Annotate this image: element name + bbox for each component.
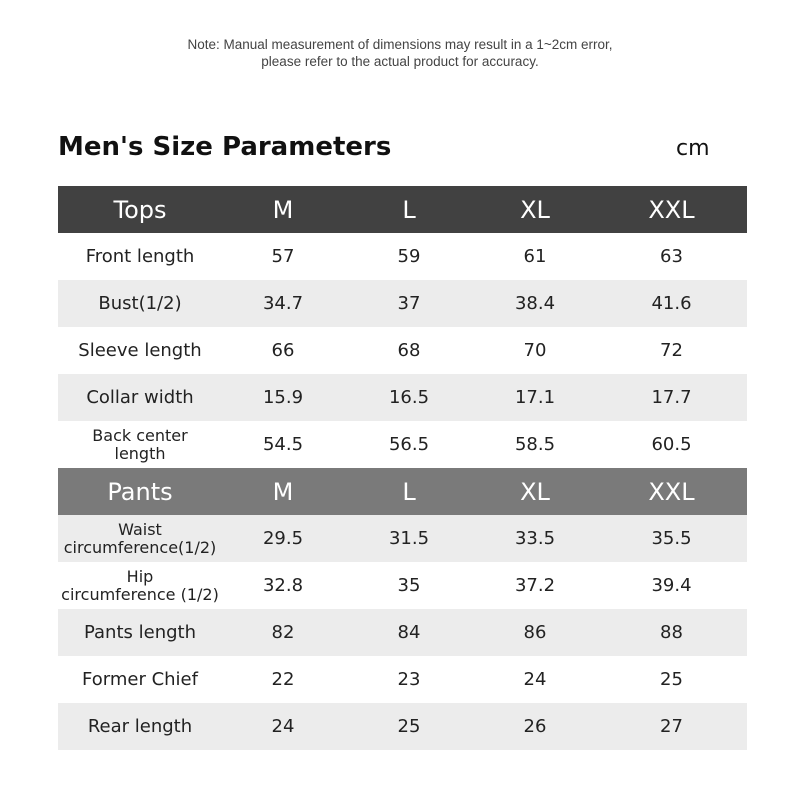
measurement-note: Note: Manual measurement of dimensions m… <box>0 36 800 70</box>
header-size-m: M <box>272 477 294 506</box>
row-label: Back center length <box>58 421 222 468</box>
value-xxl: 72 <box>660 339 683 361</box>
pants-header-row: Pants M L XL XXL <box>58 468 747 515</box>
header-size-xl: XL <box>520 477 550 506</box>
row-label: Waist circumference(1/2) <box>58 515 222 562</box>
value-m: 54.5 <box>262 433 304 455</box>
tops-header-row: Tops M L XL XXL <box>58 186 747 233</box>
table-row: Front length 57 59 61 63 <box>58 233 747 280</box>
value-xl: 70 <box>523 339 547 361</box>
note-line-2: please refer to the actual product for a… <box>261 54 539 69</box>
header-size-xl: XL <box>520 195 550 224</box>
unit-label: cm <box>676 136 710 161</box>
value-xxl: 25 <box>660 668 683 690</box>
row-label: Bust(1/2) <box>98 292 182 314</box>
table-row: Collar width 15.9 16.5 17.1 17.7 <box>58 374 747 421</box>
table-row: Back center length 54.5 56.5 58.5 60.5 <box>58 421 747 468</box>
row-label: Front length <box>85 245 195 267</box>
value-xl: 26 <box>523 715 547 737</box>
value-xl: 17.1 <box>514 386 556 408</box>
table-row: Waist circumference(1/2) 29.5 31.5 33.5 … <box>58 515 747 562</box>
table-row: Sleeve length 66 68 70 72 <box>58 327 747 374</box>
size-table: Tops M L XL XXL Front length 57 59 61 63… <box>58 186 747 750</box>
value-xxl: 27 <box>660 715 683 737</box>
value-l: 25 <box>397 715 421 737</box>
tops-header-label: Tops <box>113 195 167 224</box>
value-m: 34.7 <box>262 292 304 314</box>
value-xxl: 39.4 <box>651 574 692 596</box>
value-xl: 37.2 <box>514 574 556 596</box>
header-size-m: M <box>272 195 294 224</box>
table-row: Former Chief 22 23 24 25 <box>58 656 747 703</box>
header-size-l: L <box>402 195 416 224</box>
value-l: 23 <box>397 668 421 690</box>
pants-header-label: Pants <box>107 477 173 506</box>
value-l: 68 <box>397 339 421 361</box>
row-label-line-1: Waist <box>118 519 162 539</box>
row-label-line-2: circumference(1/2) <box>63 537 217 557</box>
header-size-xxl: XXL <box>648 477 695 506</box>
value-l: 31.5 <box>388 527 430 549</box>
row-label: Hip circumference (1/2) <box>58 562 222 609</box>
value-xxl: 35.5 <box>651 527 692 549</box>
value-xxl: 63 <box>660 245 683 267</box>
value-m: 29.5 <box>262 527 304 549</box>
row-label: Sleeve length <box>78 339 202 361</box>
value-m: 15.9 <box>262 386 304 408</box>
note-line-1: Note: Manual measurement of dimensions m… <box>187 37 613 52</box>
value-xxl: 17.7 <box>651 386 692 408</box>
value-l: 59 <box>397 245 421 267</box>
table-row: Bust(1/2) 34.7 37 38.4 41.6 <box>58 280 747 327</box>
row-label: Collar width <box>86 386 194 408</box>
table-row: Rear length 24 25 26 27 <box>58 703 747 750</box>
row-label-line-2: length <box>114 443 166 463</box>
value-l: 16.5 <box>388 386 430 408</box>
row-label-line-1: Hip <box>126 566 154 586</box>
value-xxl: 60.5 <box>651 433 692 455</box>
row-label-line-1: Back center <box>92 425 188 445</box>
value-m: 24 <box>271 715 295 737</box>
header-size-l: L <box>402 477 416 506</box>
value-l: 84 <box>397 621 421 643</box>
row-label-line-2: circumference (1/2) <box>61 584 219 604</box>
value-l: 56.5 <box>388 433 430 455</box>
row-label: Rear length <box>87 715 193 737</box>
value-xl: 61 <box>523 245 547 267</box>
value-l: 37 <box>397 292 421 314</box>
value-xl: 58.5 <box>514 433 556 455</box>
value-xxl: 88 <box>660 621 683 643</box>
row-label: Former Chief <box>82 668 198 690</box>
value-m: 22 <box>271 668 295 690</box>
header-size-xxl: XXL <box>648 195 695 224</box>
value-xl: 38.4 <box>514 292 556 314</box>
value-m: 57 <box>271 245 295 267</box>
row-label: Pants length <box>83 621 197 643</box>
value-xxl: 41.6 <box>651 292 692 314</box>
table-row: Hip circumference (1/2) 32.8 35 37.2 39.… <box>58 562 747 609</box>
value-m: 82 <box>271 621 295 643</box>
page-title: Men's Size Parameters <box>58 132 392 162</box>
table-row: Pants length 82 84 86 88 <box>58 609 747 656</box>
value-l: 35 <box>397 574 421 596</box>
value-xl: 24 <box>523 668 547 690</box>
value-xl: 33.5 <box>514 527 556 549</box>
value-m: 32.8 <box>262 574 304 596</box>
value-m: 66 <box>271 339 295 361</box>
value-xl: 86 <box>523 621 547 643</box>
